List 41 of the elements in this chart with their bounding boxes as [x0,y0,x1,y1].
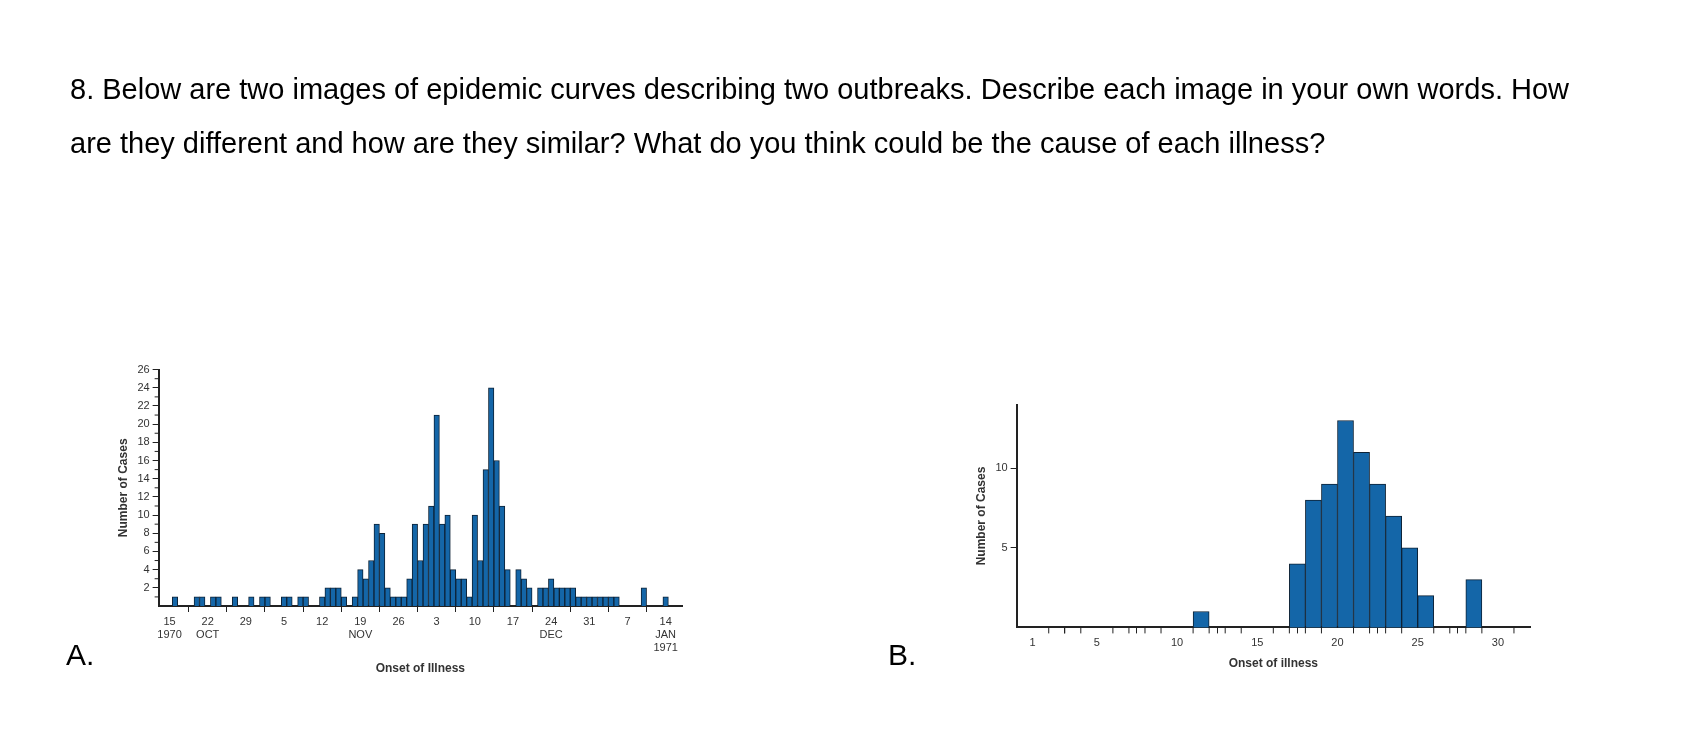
x-tick-label: 26 [392,614,405,627]
x-tick-label: 31 [583,614,596,627]
y-tick-label: 18 [137,435,150,448]
y-tick-label: 14 [137,471,150,484]
y-tick-label: 16 [137,453,150,466]
x-tick-label: 5 [280,614,288,627]
x-tick-label: 14 JAN 1971 [653,614,678,654]
y-tick-label: 10 [137,508,150,521]
y-axis-title: Number of Cases [973,466,988,566]
x-tick-label: 15 1970 [157,614,182,640]
text: B. [888,638,917,672]
x-tick-label: 22 OCT [196,614,220,640]
x-axis-title: Onset of illness [1228,656,1319,671]
y-tick-label: 2 [143,580,150,593]
x-tick-label: 12 [316,614,329,627]
x-tick-label: 7 [624,614,631,627]
x-tick-label: 1 [1029,636,1036,649]
y-tick-label: 6 [143,544,150,557]
x-tick-label: 5 [1093,636,1100,649]
text: 8. Below are two images of epidemic curves describing two outbreaks. Describe each image in your own words. How are they different and how are they similar? What do you think could be the cause of each illness? [70,72,1571,161]
x-tick-label: 19 NOV [348,614,373,640]
x-tick-label: 10 [1170,636,1184,649]
x-tick-label: 29 [239,614,252,627]
y-tick-label: 4 [143,562,150,575]
x-tick-label: 10 [468,614,481,627]
text: A. [66,638,95,672]
y-tick-label: 8 [143,526,150,539]
x-tick-label: 20 [1331,636,1344,649]
x-tick-label: 3 [433,614,440,627]
x-tick-label: 30 [1491,636,1505,649]
y-tick-label: 12 [137,489,150,502]
y-tick-label: 24 [137,380,150,393]
x-tick-label: 24 DEC [539,614,563,640]
y-tick-label: 20 [137,417,150,430]
x-tick-label: 25 [1411,636,1424,649]
y-axis-title: Number of Cases [115,438,130,538]
x-axis-title: Onset of Illness [375,661,466,676]
x-tick-label: 17 [506,614,520,627]
y-tick-label: 26 [137,362,150,375]
x-tick-label: 15 [1251,636,1264,649]
y-tick-label: 22 [137,399,150,411]
